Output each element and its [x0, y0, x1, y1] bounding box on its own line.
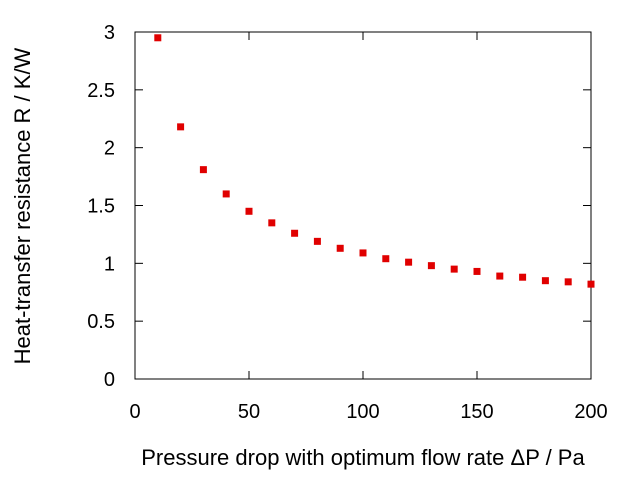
data-point: [541, 277, 549, 285]
data-point: [177, 123, 185, 131]
data-point: [268, 219, 276, 227]
data-point: [291, 229, 299, 237]
data-points: [154, 34, 595, 288]
data-point: [405, 258, 413, 266]
data-point: [519, 273, 527, 281]
data-point: [222, 190, 230, 198]
x-tick-label: 0: [129, 401, 140, 423]
y-tick-label: 3: [104, 22, 115, 44]
x-tick-label: 100: [346, 401, 379, 423]
y-tick-label: 0: [104, 369, 115, 391]
y-tick-label: 2.5: [87, 80, 115, 102]
data-point: [450, 265, 458, 273]
data-point: [199, 166, 207, 174]
data-point: [359, 249, 367, 257]
data-point: [473, 267, 481, 275]
data-point: [382, 255, 390, 263]
axis-tick-labels: 0 50 100 150 200 0 0.5 1 1.5 2 2.5 3: [87, 22, 608, 423]
y-tick-label: 1: [104, 253, 115, 275]
data-point: [313, 237, 321, 245]
data-point: [496, 272, 504, 280]
y-tick-label: 0.5: [87, 311, 115, 333]
data-point: [427, 262, 435, 270]
data-point: [336, 244, 344, 252]
data-point: [587, 280, 595, 288]
data-point: [245, 207, 253, 215]
x-tick-label: 150: [460, 401, 493, 423]
x-tick-label: 200: [574, 401, 607, 423]
axis-ticks: [134, 31, 592, 380]
x-axis-label: Pressure drop with optimum flow rate ΔP …: [141, 445, 585, 470]
y-axis-label: Heat-transfer resistance R / K/W: [10, 47, 35, 364]
data-point: [564, 278, 572, 286]
y-tick-label: 2: [104, 138, 115, 160]
x-tick-label: 50: [238, 401, 260, 423]
data-point: [154, 34, 162, 42]
y-tick-label: 1.5: [87, 196, 115, 218]
plot-frame: [134, 31, 592, 380]
